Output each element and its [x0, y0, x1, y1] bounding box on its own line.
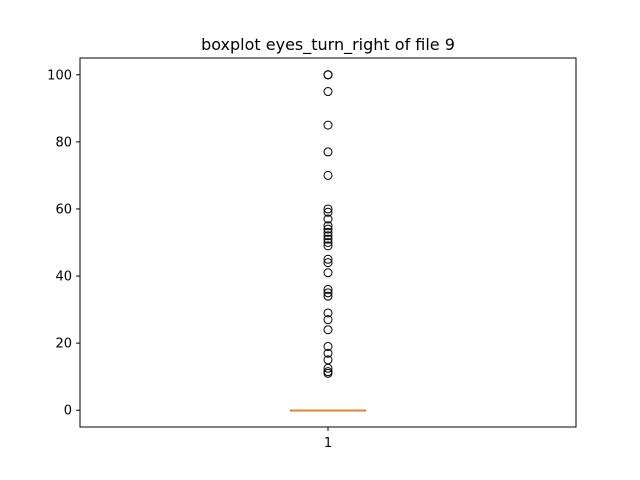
- outlier-point: [323, 87, 333, 97]
- y-tick-label: 20: [55, 337, 72, 352]
- y-tick-label: 100: [47, 68, 72, 83]
- outlier-point: [323, 341, 333, 351]
- outlier-point: [323, 207, 333, 217]
- outlier-point: [323, 221, 333, 231]
- outlier-point: [323, 234, 333, 244]
- outlier-point: [323, 204, 333, 214]
- outlier-point: [323, 288, 333, 298]
- outlier-point: [323, 308, 333, 318]
- outlier-point: [323, 241, 333, 251]
- outlier-point: [323, 70, 333, 80]
- y-tick-label: 0: [64, 404, 72, 419]
- chart-title: boxplot eyes_turn_right of file 9: [201, 35, 455, 55]
- plot-frame: [79, 57, 577, 428]
- outlier-point: [323, 238, 333, 247]
- outlier-point: [323, 325, 333, 335]
- outlier-point: [323, 120, 333, 130]
- outlier-point: [323, 170, 333, 180]
- outlier-point: [323, 258, 333, 268]
- outlier-point: [323, 363, 333, 373]
- x-tick-label: 1: [324, 436, 332, 451]
- plot-area: 0 20 40 60 80 100 1: [47, 57, 577, 451]
- outlier-point: [323, 227, 333, 237]
- outlier-point: [323, 348, 333, 358]
- outlier-point: [323, 291, 333, 301]
- outlier-point: [323, 214, 333, 224]
- outlier-point: [323, 368, 333, 378]
- outlier-point: [323, 224, 333, 234]
- y-tick-label: 80: [55, 135, 72, 150]
- outlier-point: [323, 268, 333, 278]
- outlier-point: [323, 284, 333, 294]
- y-tick-label: 40: [55, 270, 72, 285]
- outlier-point: [323, 254, 333, 264]
- y-tick-label: 60: [55, 202, 72, 217]
- outlier-point: [323, 147, 333, 157]
- outlier-point: [323, 315, 333, 325]
- outlier-point: [323, 231, 333, 241]
